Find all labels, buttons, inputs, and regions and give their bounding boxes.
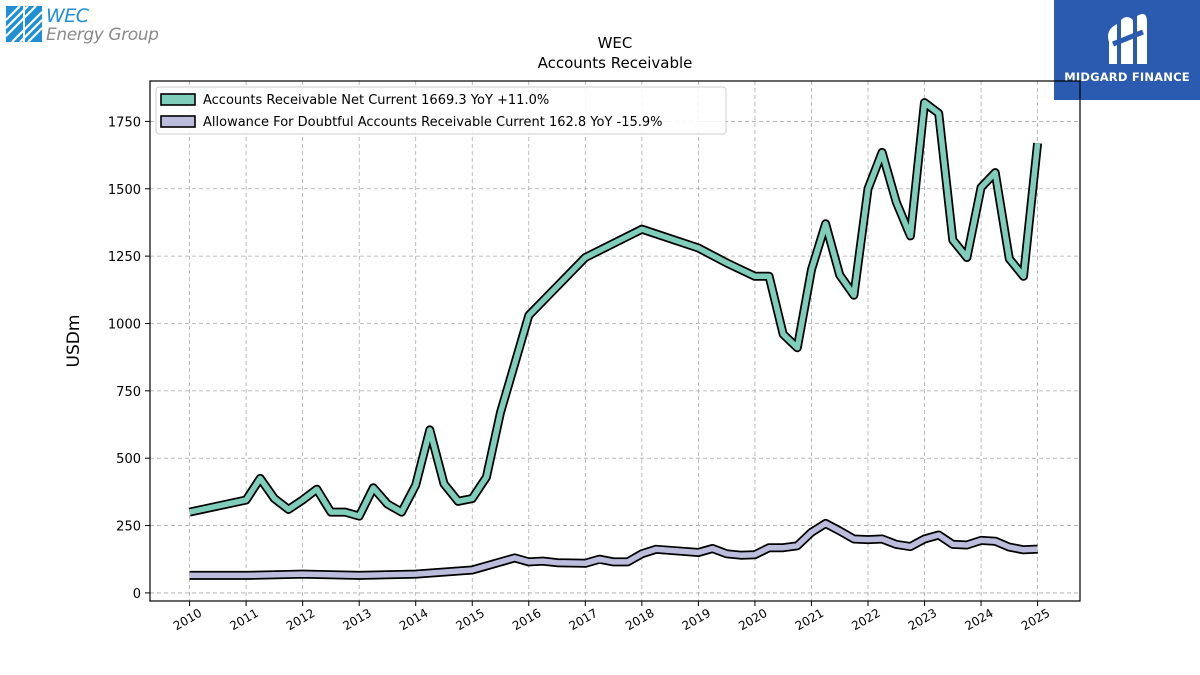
y-tick-label: 1500 [108,183,141,198]
x-tick-label: 2021 [793,606,826,633]
x-tick-label: 2012 [284,606,317,633]
y-tick-label: 1000 [108,317,141,332]
y-axis: 0 250 500 750 1000 1250 1500 1750 [108,115,150,602]
x-tick-label: 2022 [849,606,882,633]
chart-subtitle: Accounts Receivable [538,54,693,72]
y-tick-label: 500 [116,452,141,467]
series-layer [188,98,1043,580]
wec-logo-name: WEC [46,5,89,27]
x-axis: 2010 2011 2012 2013 2014 2015 2016 2017 2018 2019… [171,601,1052,633]
x-tick-label: 2024 [962,606,995,633]
x-tick-label: 2013 [340,606,373,633]
midgard-finance-logo: MIDGARD FINANCE [1054,0,1200,100]
y-tick-label: 750 [116,385,141,400]
x-tick-label: 2011 [227,606,260,633]
y-axis-label: USDm [64,315,84,368]
x-tick-label: 2017 [567,606,600,633]
legend-box [155,86,727,135]
x-tick-label: 2014 [397,606,430,633]
series-line-0 [189,99,1041,519]
legend-swatch-allowance [160,115,196,128]
x-tick-label: 2025 [1019,606,1052,633]
x-tick-label: 2023 [906,606,939,633]
y-tick-label: 1750 [108,115,141,130]
y-tick-label: 250 [116,520,141,535]
x-tick-label: 2015 [454,606,487,633]
wec-logo-mark-icon [6,6,42,42]
series-outline-0 [188,98,1043,521]
x-tick-label: 2020 [736,606,769,633]
wec-logo: WEC Energy Group [6,6,166,46]
x-tick-label: 2010 [171,606,204,633]
x-tick-label: 2016 [510,606,543,633]
legend-swatch-ar-net [160,93,196,106]
y-tick-label: 0 [133,587,141,602]
plot-frame [149,80,1081,602]
x-tick-label: 2019 [680,606,713,633]
series-outline-1 [189,518,1038,580]
series-line-1 [189,520,1038,579]
legend-label-ar-net: Accounts Receivable Net Current 1669.3 Y… [203,93,549,108]
midgard-logo-mark-icon [1108,14,1147,64]
legend: Accounts Receivable Net Current 1669.3 Y… [155,86,727,135]
midgard-logo-name: MIDGARD FINANCE [1064,70,1190,84]
chart-title: WEC [598,34,633,52]
legend-label-allowance: Allowance For Doubtful Accounts Receivab… [203,115,663,130]
wec-logo-subtitle: Energy Group [46,25,159,45]
y-tick-label: 1250 [108,250,141,265]
x-tick-label: 2018 [623,606,656,633]
